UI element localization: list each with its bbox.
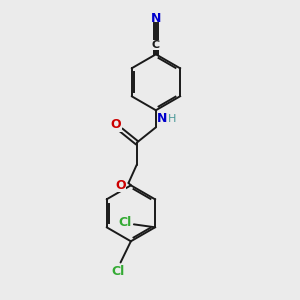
Text: N: N [151,12,161,25]
Text: H: H [168,114,176,124]
Text: O: O [111,118,122,131]
Text: C: C [152,40,160,50]
Text: Cl: Cl [118,216,132,230]
Text: O: O [115,179,126,192]
Text: N: N [157,112,168,125]
Text: Cl: Cl [111,265,124,278]
